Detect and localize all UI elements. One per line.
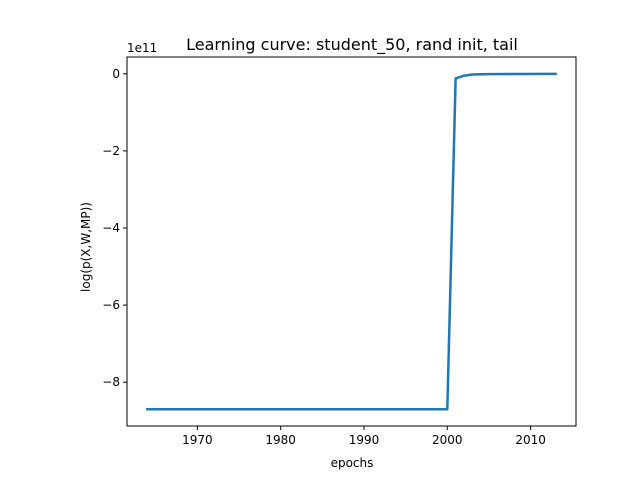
axes-frame (126, 56, 577, 427)
plot-area: 1970 1980 1990 2000 2010 0 −2 −4 −6 −8 (102, 56, 577, 447)
x-tick-label: 1970 (182, 433, 213, 447)
x-tick-label: 2010 (515, 433, 546, 447)
x-tick-label: 2000 (432, 433, 463, 447)
x-tick-label: 1990 (349, 433, 380, 447)
chart-title: Learning curve: student_50, rand init, t… (186, 35, 518, 55)
x-axis-label: epochs (331, 456, 374, 470)
x-tick-label: 1980 (265, 433, 296, 447)
y-tick-label: −4 (102, 221, 120, 235)
y-axis-offset-label: 1e11 (127, 41, 157, 55)
y-tick-label: −2 (102, 144, 120, 158)
y-axis-label: log(p(X,W,MP)) (79, 202, 93, 292)
y-tick-label: −6 (102, 298, 120, 312)
y-tick-label: 0 (112, 67, 120, 81)
series-line-0 (146, 72, 557, 411)
y-tick-label: −8 (102, 375, 120, 389)
